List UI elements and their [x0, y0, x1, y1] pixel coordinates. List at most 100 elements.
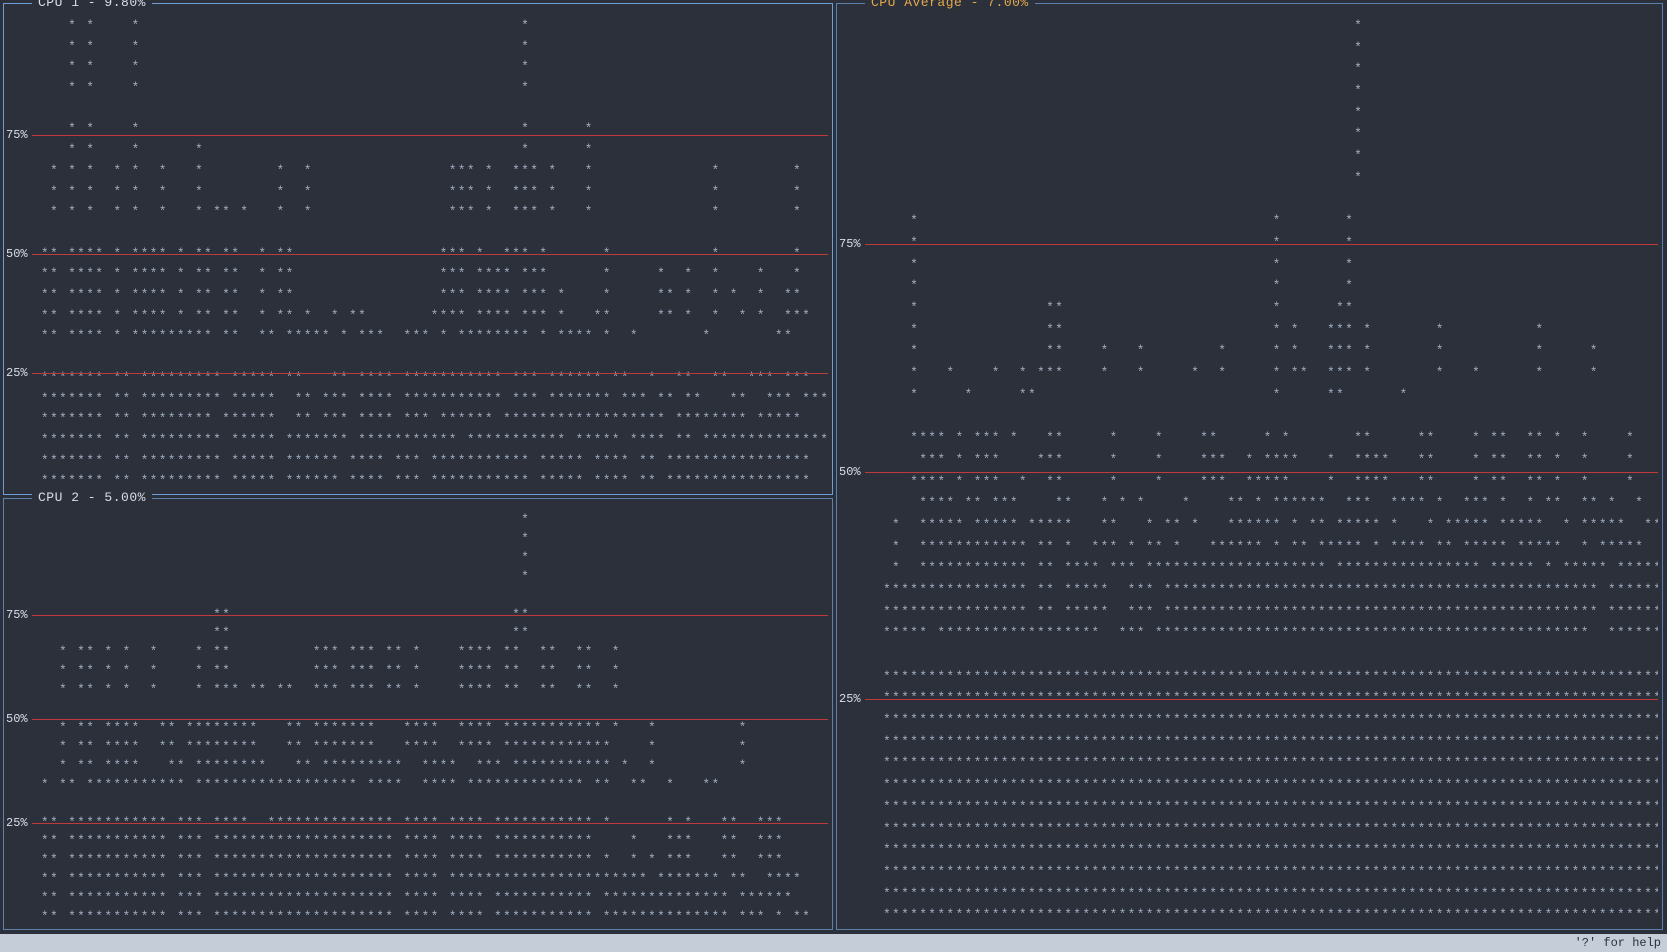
plot-row: * * * * — [32, 37, 828, 58]
plot-row: * * * * *** * * * * * ** *** * * * * * * — [865, 363, 1658, 385]
plot-row: * — [865, 146, 1658, 168]
plot-row: **************** ** ***** *** **********… — [865, 580, 1658, 602]
plot-row: ******* ** ********* ***** ****** **** *… — [32, 471, 828, 490]
plot-row: * — [32, 530, 828, 549]
plot-row: ****************************************… — [865, 667, 1658, 689]
plot-row: * * * * — [32, 78, 828, 99]
plot-row: * * * * * * * * * *** * *** * * * * — [32, 182, 828, 203]
panel-cpu1: CPU 1 - 9.80% * * * * * * * * * * * * * … — [3, 3, 833, 495]
gridline — [865, 472, 1658, 473]
plot-row: ****************************************… — [865, 862, 1658, 884]
plot-row: * ** **** ** ******** ** ******* **** **… — [32, 719, 828, 738]
plot-row — [32, 223, 828, 244]
plot-row: * * * * * — [32, 119, 828, 140]
plot-row: ******* ** ********* ***** ******* *****… — [32, 430, 828, 451]
gridline — [32, 719, 828, 720]
plot-row: * — [865, 16, 1658, 38]
plot-row: ** *********** *** ******************** … — [32, 889, 828, 908]
plot-row — [32, 99, 828, 120]
plot-row: ****************************************… — [865, 775, 1658, 797]
plot-row: * — [865, 103, 1658, 125]
plot-row: * — [865, 168, 1658, 190]
plot-row: * * * — [865, 211, 1658, 233]
plot-row: ** **** * ********* ** ** ***** * *** **… — [32, 326, 828, 347]
gridline — [865, 244, 1658, 245]
status-bar: '?' for help — [0, 934, 1667, 952]
plot-row: * ** * * * * *** ** ** *** *** ** * ****… — [32, 681, 828, 700]
plot-row: **** ** *** ** * * * * ** * ****** *** *… — [865, 493, 1658, 515]
plot-row: * — [32, 511, 828, 530]
panel-cpu2: CPU 2 - 5.00% * * * — [3, 498, 833, 930]
plot-row: ****************************************… — [865, 710, 1658, 732]
plot-row — [32, 587, 828, 606]
panel-cpu1-title: CPU 1 - 9.80% — [32, 0, 152, 10]
gridline — [32, 615, 828, 616]
grid-label: 50% — [839, 465, 861, 479]
gridline — [32, 373, 828, 374]
plot-row — [865, 645, 1658, 667]
grid-label: 25% — [839, 692, 861, 706]
plot-row: * ** * ** — [865, 298, 1658, 320]
gridline — [32, 823, 828, 824]
plot-cpu-average: * * * * — [865, 16, 1658, 925]
grid-label: 75% — [6, 608, 28, 622]
plot-row — [32, 700, 828, 719]
plot-row: ** **** * **** * ** ** * ** *** **** ***… — [32, 285, 828, 306]
plot-row: * ** * * * * ** *** *** ** * **** ** ** … — [32, 643, 828, 662]
plot-cpu1: * * * * * * * * * * * * * * * — [32, 16, 828, 490]
gridline — [32, 135, 828, 136]
grid-label: 25% — [6, 366, 28, 380]
plot-row: * — [865, 38, 1658, 60]
plot-row: ****************************************… — [865, 819, 1658, 841]
plot-row: * ************ ** * *** * ** * ****** * … — [865, 537, 1658, 559]
panel-cpu-average: CPU Average - 7.00% * * * — [836, 3, 1663, 930]
status-bar-help-hint: '?' for help — [1575, 936, 1661, 950]
plot-row — [32, 795, 828, 814]
plot-row: * * * * — [32, 57, 828, 78]
plot-row: * — [32, 549, 828, 568]
plot-row — [865, 406, 1658, 428]
plot-row: ** *********** *** ******************** … — [32, 870, 828, 889]
plot-row: ****************************************… — [865, 884, 1658, 906]
grid-label: 75% — [839, 237, 861, 251]
gridline — [865, 699, 1658, 700]
plot-row: ******* ** ********* ***** ****** **** *… — [32, 451, 828, 472]
plot-row: * * * * * * * * * *** * *** * * * * — [32, 161, 828, 182]
plot-row: * * * — [865, 276, 1658, 298]
grid-label: 50% — [6, 712, 28, 726]
plot-row: * * * * * * * ** * * * *** * *** * * * * — [32, 202, 828, 223]
plot-row: * ** * * *** * * * — [865, 320, 1658, 342]
grid-label: 50% — [6, 247, 28, 261]
plot-row: ****************************************… — [865, 732, 1658, 754]
plot-row: ***** ****************** *** ***********… — [865, 623, 1658, 645]
plot-row: **************** ** ***** *** **********… — [865, 602, 1658, 624]
plot-row: ** ** — [32, 624, 828, 643]
plot-row: * — [32, 568, 828, 587]
plot-row: ******* ** ********* ***** ** *** **** *… — [32, 389, 828, 410]
plot-row: ****************************************… — [865, 797, 1658, 819]
plot-row: ******* ** ******** ****** ** *** **** *… — [32, 409, 828, 430]
plot-row: ****************************************… — [865, 840, 1658, 862]
plot-row — [865, 190, 1658, 212]
plot-row: * ** *********** ****************** ****… — [32, 776, 828, 795]
plot-row: * ** * * * * * *** * * * * * — [865, 341, 1658, 363]
panel-cpu2-title: CPU 2 - 5.00% — [32, 490, 152, 505]
plot-row: * * ** * ** * — [865, 385, 1658, 407]
plot-row: ******* ** ********* ***** ** ** **** **… — [32, 368, 828, 389]
grid-label: 25% — [6, 816, 28, 830]
plot-row: * * * * * * — [32, 140, 828, 161]
plot-row: * ************ ** **** *** *************… — [865, 558, 1658, 580]
plot-row: ****************************************… — [865, 905, 1658, 925]
plot-row: * ** **** ** ******** ** ********* **** … — [32, 757, 828, 776]
plot-row: ** **** * **** * ** ** * ** * * ** **** … — [32, 306, 828, 327]
screen: CPU 1 - 9.80% * * * * * * * * * * * * * … — [0, 0, 1667, 952]
plot-row: * — [865, 59, 1658, 81]
plot-row: * ** **** ** ******** ** ******* **** **… — [32, 738, 828, 757]
gridline — [32, 254, 828, 255]
plot-row: * — [865, 124, 1658, 146]
plot-row: *** * *** *** * * *** * **** * **** ** *… — [865, 450, 1658, 472]
plot-row: ** **** * **** * ** ** * ** *** **** ***… — [32, 264, 828, 285]
plot-row — [32, 347, 828, 368]
plot-row: ** *********** *** ******************** … — [32, 832, 828, 851]
plot-row: ** *********** *** ******************** … — [32, 851, 828, 870]
